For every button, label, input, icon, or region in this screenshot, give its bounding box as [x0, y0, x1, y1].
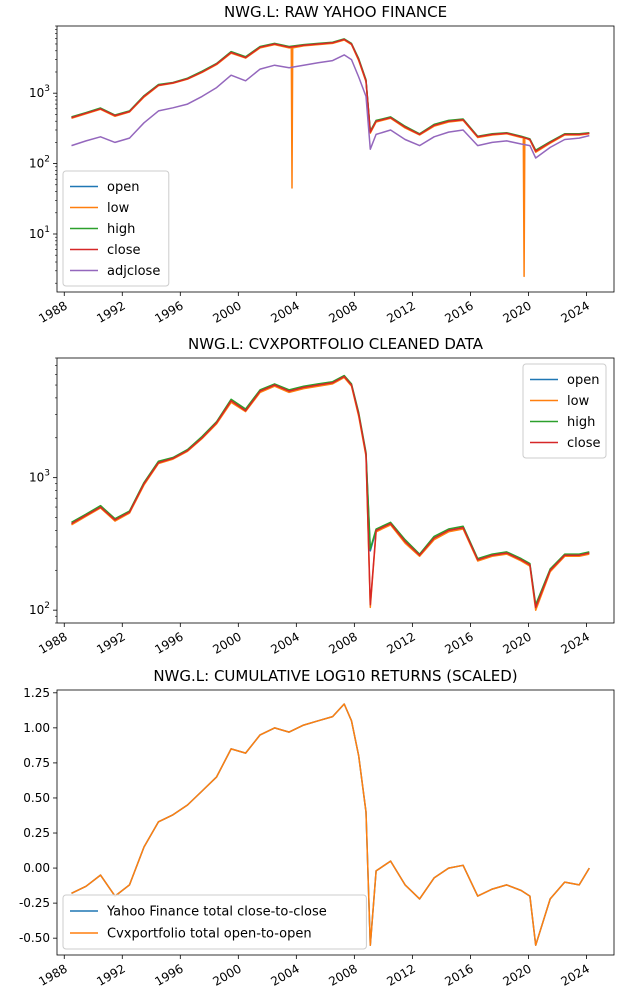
x-tick-label: 2024 [558, 629, 591, 656]
legend-label: low [567, 394, 590, 409]
series-line-cvxportfolio-total-open-to-open [71, 703, 590, 946]
x-tick-label: 2000 [210, 629, 243, 656]
y-tick-label: 103 [29, 84, 50, 100]
x-tick-label: 2016 [442, 961, 475, 988]
series-group [71, 38, 590, 278]
y-tick-label: 102 [29, 601, 50, 617]
series-line-close [71, 375, 590, 609]
x-tick-label: 1996 [152, 961, 185, 988]
x-tick-label: 2016 [442, 298, 475, 325]
x-tick-label: 2024 [558, 961, 591, 988]
y-tick-label: -0.50 [19, 931, 50, 945]
legend-box [62, 894, 367, 950]
x-tick-label: 2012 [384, 298, 417, 325]
y-tick-label: 102 [29, 155, 50, 171]
chart-panel-1: NWG.L: RAW YAHOO FINANCE 1988 1992 1996 2000… [29, 3, 615, 326]
legend: Yahoo Finance total close-to-close Cvxpor… [62, 894, 367, 950]
x-tick-label: 2024 [558, 298, 591, 325]
x-tick-label: 2020 [500, 298, 533, 325]
x-tick-label: 2008 [326, 629, 359, 656]
legend-box [522, 363, 607, 459]
legend-label: close [107, 243, 140, 258]
y-tick-label: 0.25 [23, 826, 50, 840]
y-tick-label: 103 [29, 469, 50, 485]
x-tick-label: 2004 [268, 629, 301, 656]
series-group [71, 374, 590, 611]
y-tick-label: 0.75 [23, 756, 50, 770]
chart-title: NWG.L: RAW YAHOO FINANCE [224, 3, 447, 21]
x-tick-label: 1988 [36, 629, 69, 656]
series-line-high [71, 38, 590, 151]
x-tick-label: 2020 [500, 629, 533, 656]
series-line-high [71, 374, 590, 606]
legend-label: high [107, 222, 135, 237]
legend: open low high close [522, 363, 607, 459]
legend-label: high [567, 415, 595, 430]
x-tick-label: 2016 [442, 629, 475, 656]
x-tick-label: 1988 [36, 961, 69, 988]
legend-label: low [107, 201, 130, 216]
y-tick-label: 1.25 [23, 686, 50, 700]
series-group [71, 703, 590, 946]
y-tick-label: 0.00 [23, 861, 50, 875]
x-tick-label: 2000 [210, 961, 243, 988]
series-line-open [71, 375, 590, 609]
x-tick-label: 2008 [326, 298, 359, 325]
y-tick-label: 1.00 [23, 721, 50, 735]
x-tick-label: 1996 [152, 629, 185, 656]
legend-box [62, 170, 170, 287]
chart-title: NWG.L: CVXPORTFOLIO CLEANED DATA [188, 335, 484, 353]
legend-label: open [567, 373, 599, 388]
x-tick-label: 1992 [94, 961, 127, 988]
x-tick-label: 2012 [384, 629, 417, 656]
series-line-close [71, 38, 590, 152]
y-tick-label: -0.25 [19, 896, 50, 910]
legend-label: open [107, 180, 139, 195]
x-tick-label: 2000 [210, 298, 243, 325]
series-line-low [71, 376, 590, 611]
axes-frame [56, 25, 615, 293]
x-tick-label: 2012 [384, 961, 417, 988]
legend-label: adjclose [107, 264, 160, 279]
series-line-adjclose [71, 54, 590, 159]
y-tick-label: 101 [29, 225, 50, 241]
x-tick-label: 1992 [94, 298, 127, 325]
chart-panel-3: NWG.L: CUMULATIVE LOG10 RETURNS (SCALED)… [19, 667, 615, 989]
legend-label: Yahoo Finance total close-to-close [106, 905, 327, 920]
x-tick-label: 2004 [268, 961, 301, 988]
legend: open low high close adjclose [62, 170, 170, 287]
x-tick-label: 1992 [94, 629, 127, 656]
chart-panel-2: NWG.L: CVXPORTFOLIO CLEANED DATA 1988 1992… [29, 335, 615, 657]
x-tick-label: 2020 [500, 961, 533, 988]
x-tick-label: 1996 [152, 298, 185, 325]
x-tick-label: 2008 [326, 961, 359, 988]
x-tick-label: 2004 [268, 298, 301, 325]
y-tick-label: 0.50 [23, 791, 50, 805]
x-tick-label: 1988 [36, 298, 69, 325]
legend-label: close [567, 436, 600, 451]
axes-frame [56, 689, 615, 956]
legend-label: Cvxportfolio total open-to-open [107, 927, 312, 942]
chart-title: NWG.L: CUMULATIVE LOG10 RETURNS (SCALED) [153, 667, 517, 685]
